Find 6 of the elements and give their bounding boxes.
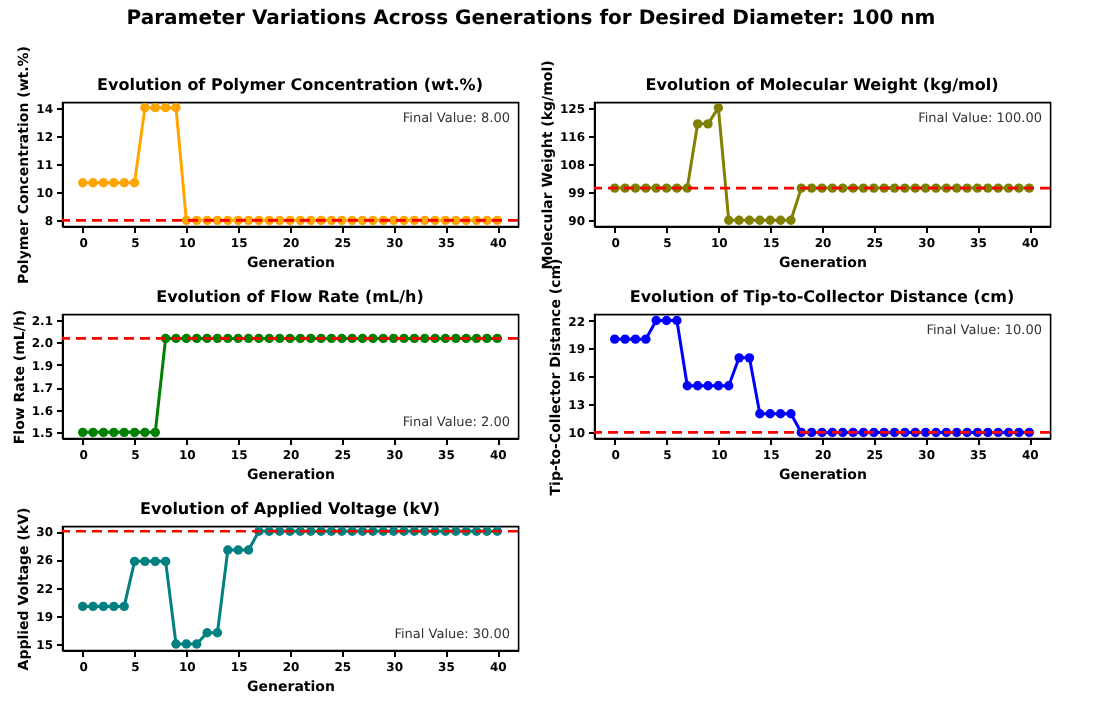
chart-title: Evolution of Applied Voltage (kV) [140, 500, 440, 518]
chart-title: Evolution of Flow Rate (mL/h) [156, 288, 424, 306]
chart-title: Evolution of Molecular Weight (kg/mol) [645, 76, 999, 94]
text: Parameter Variations Across Generations for Desired Diameter: 100 nm [126, 8, 936, 31]
chart-title: Evolution of Polymer Concentration (wt.%) [97, 76, 483, 94]
chart-title: Evolution of Tip-to-Collector Distance (cm) [629, 288, 1015, 306]
